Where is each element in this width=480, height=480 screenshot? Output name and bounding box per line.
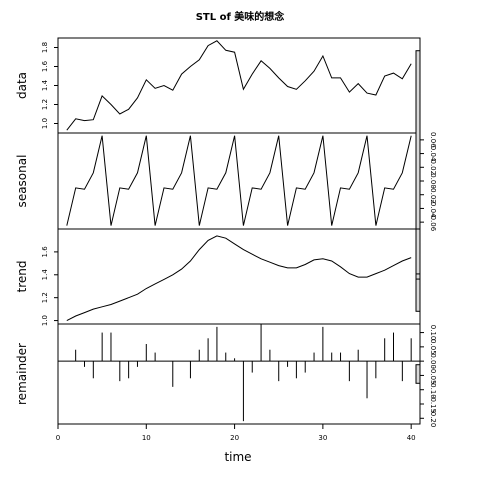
y-tick-label: -0.15 [429, 395, 437, 413]
panel-data: data 1.0 1.2 1.4 1.6 1.8 [15, 37, 421, 134]
panel-frame [57, 323, 421, 425]
data-series-line [66, 40, 412, 131]
panel-label: trend [15, 261, 29, 293]
panel-seasonal: seasonal -0.06-0.04-0.020.000.020.040.06 [15, 50, 437, 312]
y-tick-label: 0.05 [429, 339, 437, 355]
y-tick-label: 0.04 [429, 146, 437, 162]
y-tick-label: -0.06 [429, 213, 437, 232]
seasonal-series-line [66, 135, 412, 226]
panel-label: seasonal [15, 155, 29, 208]
y-tick-label: 0.10 [429, 325, 437, 341]
range-bar [415, 364, 421, 384]
y-tick-label: 1.8 [41, 42, 49, 53]
y-tick-label: 1.0 [41, 118, 49, 129]
y-tick-label: 0.06 [429, 132, 437, 148]
panel-label: data [15, 72, 29, 99]
x-tick-label: 10 [142, 434, 151, 442]
x-tick-label: 30 [318, 434, 327, 442]
y-tick-label: -0.10 [429, 381, 437, 399]
y-tick-label: 1.2 [41, 292, 49, 303]
panel-frame [57, 37, 421, 134]
y-tick-label: 1.6 [41, 60, 49, 72]
panel-trend: trend 1.0 1.2 1.4 1.6 [15, 228, 421, 326]
x-axis: 0 10 20 30 40 [56, 424, 416, 442]
y-tick-label: 1.2 [41, 99, 49, 110]
y-tick-label: 0.00 [429, 353, 437, 369]
y-tick-label: 1.0 [41, 315, 49, 326]
range-bar [415, 50, 421, 312]
y-tick-label: 1.4 [41, 269, 49, 281]
y-tick-label: 1.6 [41, 246, 49, 258]
y-tick-label: 0.02 [429, 159, 437, 175]
x-tick-label: 40 [407, 434, 416, 442]
panel-remainder: remainder -0.20-0.15-0.10-0.050.000.050.1… [15, 323, 437, 427]
y-tick-label: 1.4 [41, 79, 49, 91]
panel-label: remainder [15, 343, 29, 405]
y-tick-label: -0.02 [429, 186, 437, 204]
panel-frame [57, 228, 421, 325]
y-tick-label: -0.05 [429, 366, 437, 384]
y-tick-label: -0.04 [429, 199, 437, 218]
panels-group: data1.01.21.41.61.8seasonal-0.06-0.04-0.… [15, 37, 437, 427]
x-axis-title: time [224, 450, 251, 464]
x-tick-label: 0 [56, 434, 60, 442]
x-tick-label: 20 [230, 434, 239, 442]
chart-title: STL of 美味的想念 [196, 10, 285, 23]
y-tick-label: -0.20 [429, 409, 437, 427]
trend-series-line [66, 235, 412, 322]
range-bar [415, 273, 421, 280]
y-tick-label: 0.00 [429, 173, 437, 189]
